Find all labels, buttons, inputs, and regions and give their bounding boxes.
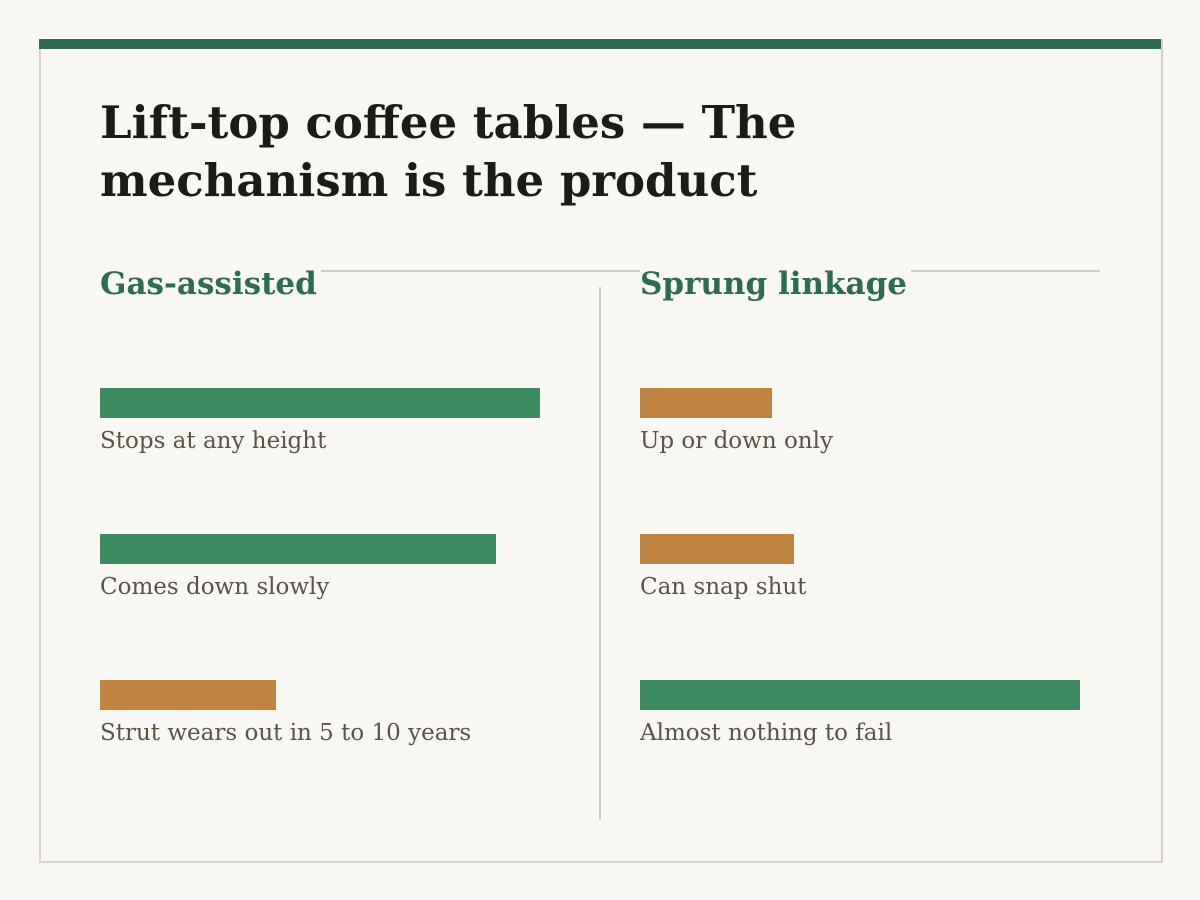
bar-gas-strut-wears-out — [100, 680, 276, 710]
bar-gas-stops-any-height — [100, 388, 540, 418]
label-gas-stops-any-height: Stops at any height — [100, 428, 327, 454]
column-heading-sprung-linkage: Sprung linkage — [640, 262, 911, 306]
label-gas-strut-wears-out: Strut wears out in 5 to 10 years — [100, 720, 472, 746]
column-divider — [599, 287, 601, 820]
heading-rule — [100, 270, 1100, 272]
label-sprung-up-or-down-only: Up or down only — [640, 428, 833, 454]
bar-sprung-up-or-down-only — [640, 388, 772, 418]
accent-top-bar — [39, 39, 1161, 49]
card-frame — [39, 39, 1163, 863]
label-gas-comes-down-slowly: Comes down slowly — [100, 574, 330, 600]
bar-gas-comes-down-slowly — [100, 534, 496, 564]
column-heading-gas-assisted: Gas-assisted — [100, 262, 321, 306]
label-sprung-can-snap-shut: Can snap shut — [640, 574, 807, 600]
page-title: Lift-top coffee tables — The mechanism i… — [100, 96, 797, 207]
bar-sprung-can-snap-shut — [640, 534, 794, 564]
label-sprung-almost-nothing-to-fail: Almost nothing to fail — [640, 720, 893, 746]
bar-sprung-almost-nothing-to-fail — [640, 680, 1080, 710]
